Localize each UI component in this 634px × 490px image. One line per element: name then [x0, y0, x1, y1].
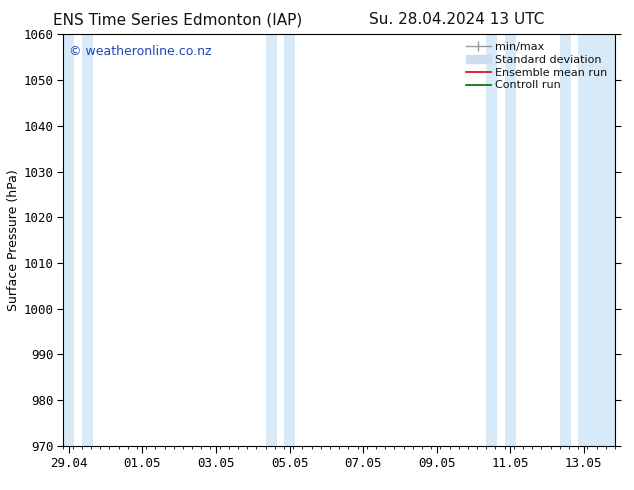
Bar	[284, 34, 295, 446]
Bar	[560, 34, 571, 446]
Legend: min/max, Standard deviation, Ensemble mean run, Controll run: min/max, Standard deviation, Ensemble me…	[464, 40, 609, 93]
Bar	[82, 34, 93, 446]
Bar	[266, 34, 276, 446]
Bar	[486, 34, 497, 446]
Bar	[505, 34, 515, 446]
Text: Su. 28.04.2024 13 UTC: Su. 28.04.2024 13 UTC	[369, 12, 544, 27]
Text: © weatheronline.co.nz: © weatheronline.co.nz	[69, 45, 211, 58]
Y-axis label: Surface Pressure (hPa): Surface Pressure (hPa)	[6, 169, 20, 311]
Bar	[578, 34, 615, 446]
Bar	[63, 34, 74, 446]
Text: ENS Time Series Edmonton (IAP): ENS Time Series Edmonton (IAP)	[53, 12, 302, 27]
